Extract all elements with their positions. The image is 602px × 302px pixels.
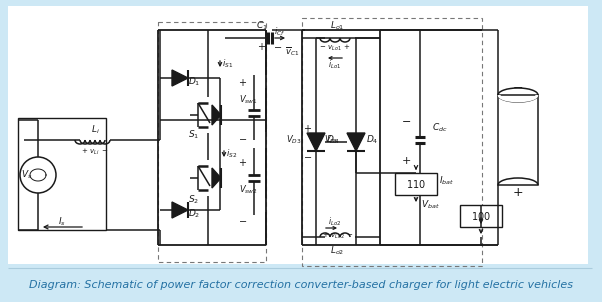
Text: $V_{sw2}$: $V_{sw2}$ xyxy=(238,184,258,196)
Text: $-$: $-$ xyxy=(303,151,312,161)
Text: $L_{o2}$: $L_{o2}$ xyxy=(330,245,344,257)
Text: $+$: $+$ xyxy=(238,156,247,168)
Text: $S_2$: $S_2$ xyxy=(188,194,199,206)
Text: $-$: $-$ xyxy=(238,215,247,225)
Text: $D_2$: $D_2$ xyxy=(188,208,200,220)
Text: $+\ v_{Lo2}\ -$: $+\ v_{Lo2}\ -$ xyxy=(322,231,354,241)
Text: $110$: $110$ xyxy=(406,178,426,190)
Text: $D_1$: $D_1$ xyxy=(188,76,200,88)
Text: $+$: $+$ xyxy=(303,123,312,133)
Text: $-$: $-$ xyxy=(238,133,247,143)
Text: $L_i$: $L_i$ xyxy=(91,124,99,136)
Text: $+\ v_{Li}\ -$: $+\ v_{Li}\ -$ xyxy=(81,147,109,157)
Text: $V_{D3}$: $V_{D3}$ xyxy=(286,134,302,146)
Bar xyxy=(498,95,538,185)
Bar xyxy=(395,173,437,195)
Text: $i_{S2}$: $i_{S2}$ xyxy=(226,148,238,160)
Text: $+$: $+$ xyxy=(238,76,247,88)
Text: $\overline{v}_{C1}$: $\overline{v}_{C1}$ xyxy=(285,46,299,58)
Text: $i_{S1}$: $i_{S1}$ xyxy=(222,58,234,70)
Text: $V_{D4}$: $V_{D4}$ xyxy=(324,134,340,146)
Text: $i_{Lo2}$: $i_{Lo2}$ xyxy=(328,216,341,228)
Bar xyxy=(302,18,482,266)
Bar xyxy=(158,22,266,262)
Polygon shape xyxy=(212,105,221,125)
Text: $V_{sw1}$: $V_{sw1}$ xyxy=(238,94,257,106)
Polygon shape xyxy=(347,133,365,151)
Text: $100$: $100$ xyxy=(471,210,491,222)
Text: $+$: $+$ xyxy=(401,155,411,165)
Text: $-$: $-$ xyxy=(273,41,282,51)
Bar xyxy=(8,6,588,264)
Text: $I_s$: $I_s$ xyxy=(58,216,66,228)
Text: $D_3$: $D_3$ xyxy=(326,134,338,146)
Text: $-$: $-$ xyxy=(512,81,524,94)
Text: $I_{bat}$: $I_{bat}$ xyxy=(439,175,455,187)
Text: $V_s$: $V_s$ xyxy=(21,169,33,181)
Text: $L_{o1}$: $L_{o1}$ xyxy=(330,20,344,32)
Bar xyxy=(18,118,106,230)
Text: $-\ v_{Lo1}\ +$: $-\ v_{Lo1}\ +$ xyxy=(319,43,351,53)
Text: $C_1$: $C_1$ xyxy=(256,20,268,32)
Text: Diagram: Schematic of power factor correction converter-based charger for light : Diagram: Schematic of power factor corre… xyxy=(29,280,573,290)
Text: $+$: $+$ xyxy=(258,40,267,52)
Text: $V_{bat}$: $V_{bat}$ xyxy=(421,199,439,211)
Text: $S_1$: $S_1$ xyxy=(188,129,200,141)
Polygon shape xyxy=(307,133,325,151)
Polygon shape xyxy=(212,168,221,188)
Text: $-$: $-$ xyxy=(401,115,411,125)
Text: $i_{Lo1}$: $i_{Lo1}$ xyxy=(328,59,341,71)
Text: $+$: $+$ xyxy=(512,187,524,200)
Bar xyxy=(460,205,502,227)
Text: $D_4$: $D_4$ xyxy=(365,134,378,146)
Polygon shape xyxy=(172,70,188,86)
Text: $C_{dc}$: $C_{dc}$ xyxy=(432,122,448,134)
Text: $i_{Cf}$: $i_{Cf}$ xyxy=(275,26,285,38)
Polygon shape xyxy=(172,202,188,218)
